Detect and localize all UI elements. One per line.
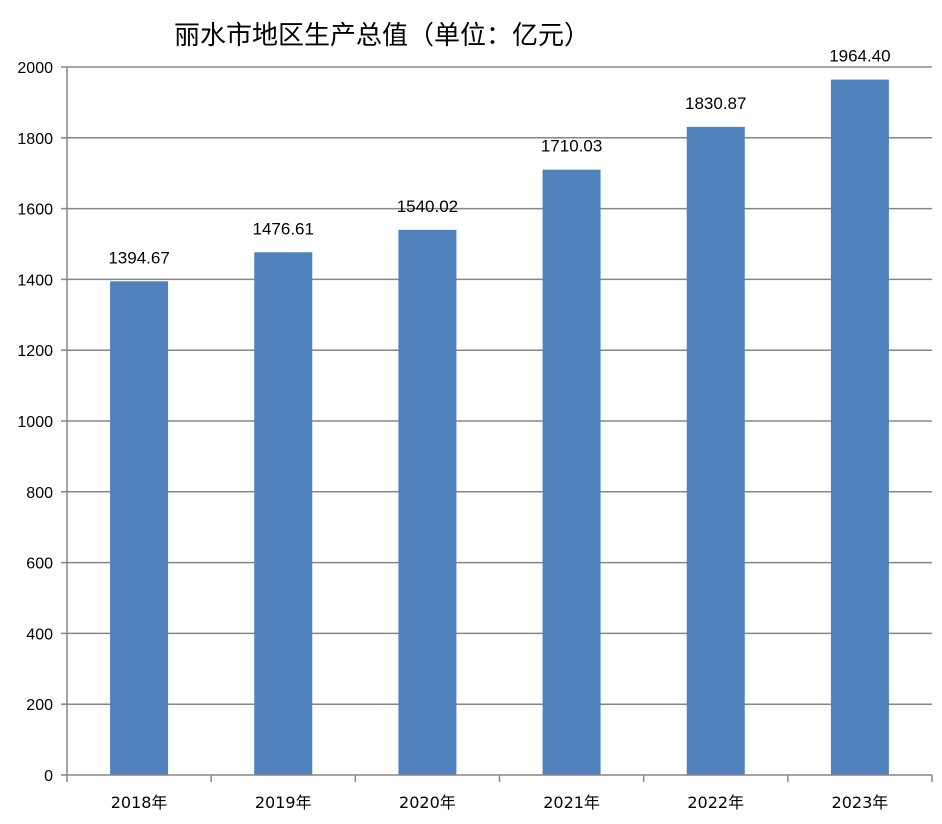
x-tick-label: 2021年	[543, 793, 600, 812]
data-labels: 1394.67 1476.61 1540.02 1710.03 1830.87 1964.…	[108, 47, 890, 268]
bar-2	[398, 229, 457, 776]
gridlines	[67, 66, 932, 705]
bar-value-label: 1394.67	[108, 248, 169, 267]
bar-value-label: 1540.02	[397, 197, 458, 216]
bar-value-label: 1830.87	[685, 94, 746, 113]
x-tick-label: 2019年	[255, 793, 312, 812]
y-tick-label: 200	[26, 697, 53, 714]
x-tick-label: 2023年	[832, 793, 889, 812]
y-tick-label: 1400	[17, 272, 53, 289]
bar-0	[110, 281, 169, 775]
bar-value-label: 1476.61	[253, 219, 314, 238]
bars	[110, 79, 889, 776]
bar-5	[830, 79, 889, 775]
y-tick-label: 1000	[17, 414, 53, 431]
bar-4	[686, 126, 745, 776]
y-tick-label: 1600	[17, 202, 53, 219]
x-tick-label: 2020年	[399, 793, 456, 812]
y-tick-label: 1200	[17, 343, 53, 360]
bar-value-label: 1710.03	[541, 137, 602, 156]
y-tick-label: 400	[26, 626, 53, 643]
y-tick-label: 800	[26, 485, 53, 502]
y-axis-ticks: 0 200 400 600 800 1000 1200 1400 1600 1800 2000	[17, 60, 67, 785]
x-tick-label: 2022年	[687, 793, 744, 812]
bar-value-label: 1964.40	[829, 47, 890, 66]
x-axis-ticks: 2018年 2019年 2020年 2021年 2022年 2023年	[66, 775, 933, 812]
y-tick-label: 1800	[17, 131, 53, 148]
y-tick-label: 2000	[17, 60, 53, 77]
x-tick-label: 2018年	[111, 793, 168, 812]
bar-3	[542, 169, 601, 775]
bar-1	[254, 252, 313, 776]
chart-title: 丽水市地区生产总值（单位：亿元）	[174, 21, 590, 51]
y-tick-label: 0	[44, 768, 53, 785]
y-tick-label: 600	[26, 556, 53, 573]
